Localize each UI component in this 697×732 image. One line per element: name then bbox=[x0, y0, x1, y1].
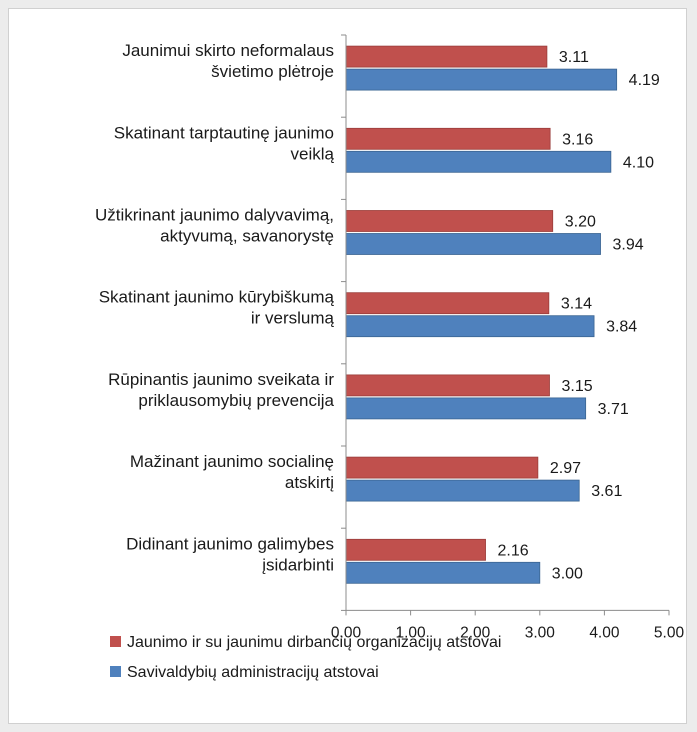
bar-municipalities bbox=[345, 150, 612, 173]
bar-organizations bbox=[345, 374, 550, 397]
tick-label: 3.00 bbox=[525, 624, 556, 641]
legend: Jaunimo ir su jaunimu dirbančių organiza… bbox=[110, 634, 501, 681]
bar-organizations bbox=[345, 456, 539, 479]
legend-label: Jaunimo ir su jaunimu dirbančių organiza… bbox=[127, 634, 501, 651]
category-label: Skatinant tarptautinę jaunimo veiklą bbox=[114, 123, 335, 163]
category-labels: Jaunimui skirto neformalaus švietimo plėt… bbox=[95, 41, 335, 574]
tick-label: 2.00 bbox=[460, 624, 491, 641]
bar-organizations bbox=[345, 127, 551, 150]
bar-organizations bbox=[345, 292, 550, 315]
bar-municipalities bbox=[345, 233, 601, 255]
tick-label: 1.00 bbox=[396, 624, 427, 641]
value-label: 2.97 bbox=[550, 460, 581, 477]
value-label: 3.15 bbox=[561, 378, 592, 395]
value-label: 4.10 bbox=[623, 154, 654, 171]
category-label: Skatinant jaunimo kūrybiškumą ir verslumą bbox=[99, 288, 335, 328]
value-label: 4.19 bbox=[629, 72, 660, 89]
value-label: 3.11 bbox=[559, 49, 589, 66]
value-labels: 3.11 4.19 3.16 4.10 3.20 3.94 3.14 3.84 3.15 3.71… bbox=[498, 49, 660, 582]
value-label: 3.61 bbox=[591, 483, 622, 500]
value-label: 3.14 bbox=[561, 296, 592, 313]
bar-municipalities bbox=[345, 561, 541, 584]
category-label: Rūpinantis jaunimo sveikata ir priklausom… bbox=[108, 370, 334, 410]
category-label: Jaunimui skirto neformalaus švietimo plėt… bbox=[122, 41, 334, 81]
tick-label: 0.00 bbox=[331, 624, 362, 641]
value-label: 3.84 bbox=[606, 319, 637, 336]
bar-organizations bbox=[345, 210, 554, 232]
bar-municipalities bbox=[345, 397, 587, 420]
chart-frame: Jaunimui skirto neformalaus švietimo plėt… bbox=[8, 8, 687, 724]
category-label: Užtikrinant jaunimo dalyvavimą, aktyvumą,… bbox=[95, 206, 334, 246]
legend-label: Savivaldybių administracijų atstovai bbox=[127, 664, 379, 681]
bar-municipalities bbox=[345, 315, 595, 338]
value-label: 2.16 bbox=[498, 542, 529, 559]
bar-organizations bbox=[345, 538, 486, 561]
bar-chart: Jaunimui skirto neformalaus švietimo plėt… bbox=[95, 34, 685, 681]
value-label: 3.20 bbox=[565, 214, 596, 231]
category-label: Didinant jaunimo galimybes įsidarbinti bbox=[126, 534, 334, 574]
bar-municipalities bbox=[345, 479, 580, 502]
legend-swatch-municipalities bbox=[110, 666, 121, 677]
value-label: 3.00 bbox=[552, 565, 583, 582]
axes: 0.00 1.00 2.00 3.00 4.00 5.00 bbox=[331, 34, 685, 641]
bar-municipalities bbox=[345, 68, 618, 91]
bars bbox=[345, 45, 618, 584]
category-label: Mažinant jaunimo socialinę atskirtį bbox=[130, 452, 334, 492]
bar-organizations bbox=[345, 45, 548, 68]
tick-label: 5.00 bbox=[654, 624, 685, 641]
value-label: 3.71 bbox=[598, 401, 629, 418]
legend-swatch-organizations bbox=[110, 636, 121, 647]
tick-label: 4.00 bbox=[589, 624, 620, 641]
value-label: 3.16 bbox=[562, 131, 593, 148]
value-label: 3.94 bbox=[613, 237, 644, 254]
